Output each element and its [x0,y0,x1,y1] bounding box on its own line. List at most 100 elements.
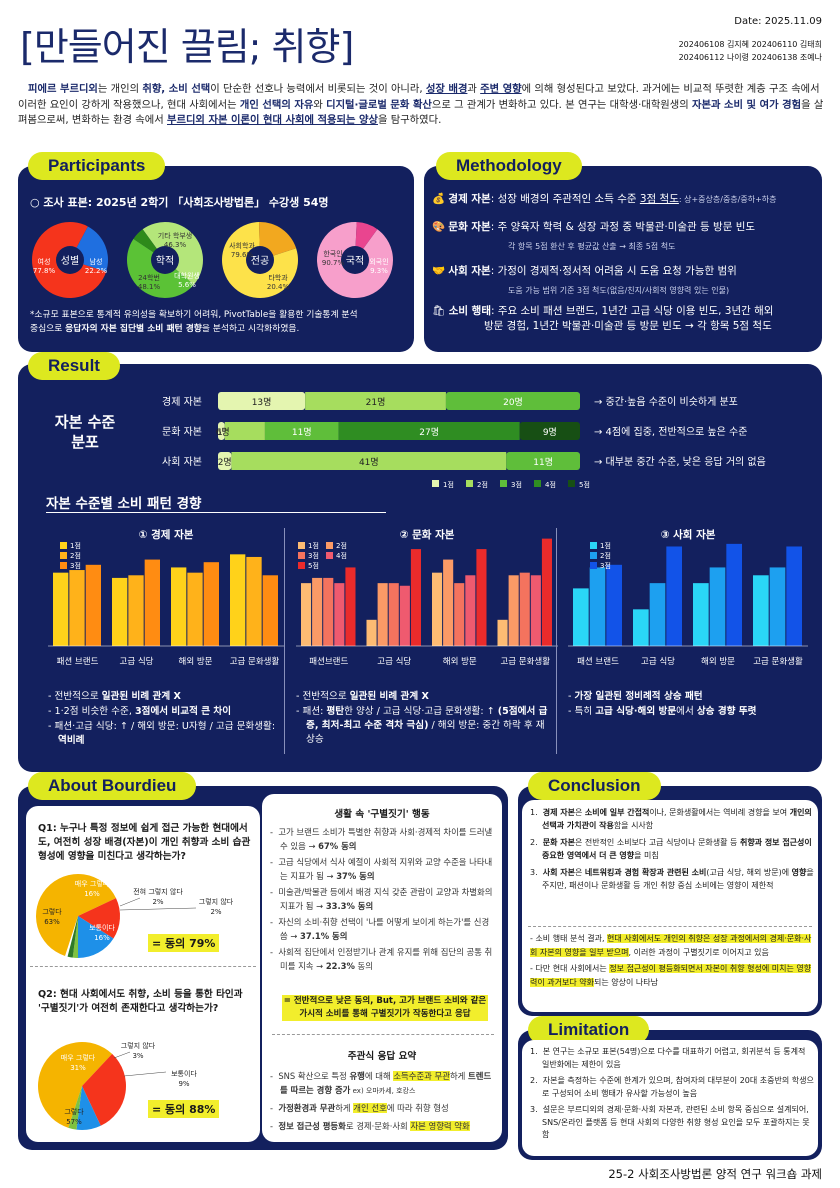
bar [171,567,187,646]
category-label: 패션 브랜드 [577,656,619,667]
limitation-box [522,1040,818,1156]
dist-row-name: 경제 자본 [162,395,202,408]
bar [693,583,709,646]
bar [508,575,519,646]
method-sub: 도움 가능 범위 기준 3점 척도(없음/친지/사회적 영향력 있는 인물) [508,286,730,295]
open-item: - 가정환경과 무관하게 개인 선호에 따라 취향 형성 [270,1103,449,1113]
pie-label: 보통이다 [89,923,115,932]
result-label: Result [28,352,120,380]
methodology-panel [424,166,822,352]
pie-slice [76,1086,101,1130]
bar [262,575,278,646]
result-bullet: - 전반적으로 일관된 비례 관계 X [48,691,181,702]
bar [666,546,682,646]
conclusion-list: 1. 경제 자본은 소비에 일부 간접적이나, 문화생활에서는 역비례 경향을 … [528,806,814,896]
pie-label: 77.8% [33,267,56,275]
bar [573,588,589,646]
pie-label: 그렇지 않다 [121,1041,156,1050]
distinction-item: - 사회적 집단에서 인정받기나 관계 유지를 위해 집단의 공통 취미를 지속… [270,947,493,971]
bar [312,577,323,646]
legend-label: 1점 [600,542,611,550]
bar [726,543,742,646]
bar [454,583,465,646]
pie-label: 79.6% [231,251,254,259]
distinction-item: - 자신의 소비·취향 선택이 '나를 어떻게 보이게 하는가'를 신경 씀 →… [270,917,490,941]
page-title: [만들어진 끌림; 취향] [20,25,354,69]
limitation-list: 1. 본 연구는 소규모 표본(54명)으로 다수를 대표하기 어렵고, 회귀분… [528,1046,814,1146]
leader-line [119,897,141,907]
pie-label: 9.3% [370,267,388,275]
legend-label: 2점 [70,552,81,560]
method-tail: : 상+중상층/중층/중하+하층 [678,195,777,204]
conclusion-bullets: - 소비 행태 분석 결과, 현대 사회에서도 개인의 취향은 성장 과정에서의… [530,934,812,987]
distinction-list: - 고가 브랜드 소비가 특별한 취향과 사회·경제적 차이를 드러낼 수 있음… [270,826,498,976]
method-icon: 🎨 [432,221,446,233]
bar [366,619,377,646]
legend-swatch [568,480,575,487]
bar [443,559,454,646]
result-bullet: - 가장 일관된 정비례적 상승 패턴 [568,691,703,702]
bar [606,564,622,646]
dist-note: → 4점에 집중, 전반적으로 높은 수준 [594,426,747,438]
distinction-item: - 고급 식당에서 식사 예절이 사회적 지위와 교양 수준을 나타내는 지표가… [270,857,493,881]
category-label: 패션브랜드 [309,656,348,667]
pie-label: 여성 [38,257,51,266]
bar [230,554,246,646]
legend-swatch [298,542,305,549]
dist-seg-label: 13명 [252,397,272,408]
legend-swatch [298,552,305,559]
bar [53,572,69,646]
legend-swatch [60,552,67,559]
leader-line [113,1051,131,1059]
pie-label: 2% [152,898,163,906]
q2-text: Q2: 현대 사회에서도 취향, 소비 등을 통한 타인과 '구별짓기'가 여전… [38,989,243,1014]
category-label: 고급 문화생활 [230,656,280,667]
legend-label: 3점 [511,481,522,489]
pie-center-label: 국적 [346,255,364,267]
pie-label: 16% [94,934,110,942]
conclusion-box [522,800,818,1012]
pie-label: 63% [44,918,60,926]
bar [144,559,160,646]
bar [769,567,786,646]
pie-label: 그렇다 [64,1107,84,1116]
distinction-item: - 고가 브랜드 소비가 특별한 취향과 사회·경제적 차이를 드러낼 수 있음… [270,827,493,851]
bar [633,609,649,646]
method-sub: 방문 경험, 1년간 박물관·미술관 등 방문 빈도 → 각 항목 5점 척도 [484,320,772,332]
limitation-item: 1. 본 연구는 소규모 표본(54명)으로 다수를 대표하기 어렵고, 회귀분… [530,1047,806,1069]
category-label: 해외 방문 [701,656,735,667]
bar [334,583,345,646]
pie-slice [72,916,78,958]
dist-seg-label: 27명 [419,427,439,438]
legend-swatch [590,542,597,549]
pie-slice [78,916,114,958]
pie-label: 9% [178,1080,189,1088]
result-bullet: - 1·2점 비슷한 수준, 3점에서 비교적 큰 차이 [48,706,232,717]
bar [589,567,606,646]
method-text: : 가정이 경제적·정서적 어려움 시 도움 요청 가능한 범위 [490,265,737,277]
pie-label: 외국인 [369,257,388,266]
dist-seg [506,452,580,470]
intro-paragraph: 피에르 부르디외는 개인의 취향, 소비 선택이 단순한 선호나 능력에서 비롯… [18,83,824,126]
pattern-title-line [46,512,386,513]
legend-label: 1점 [443,481,454,489]
bar [649,583,666,646]
authors-line-1: 202406108 김지혜 202406110 김태희 [678,40,822,49]
sample-text: ○ 조사 표본: 2025년 2학기 「사회조사방법론」 수강생 54명 [30,196,329,209]
pie-slice [67,916,78,958]
category-label: 고급 식당 [641,656,675,667]
leader-line [119,907,197,911]
open-divider [272,1034,494,1035]
chart-title: ② 문화 자본 [400,528,455,541]
legend-label: 4점 [336,552,347,560]
pie-label: 대학원생 [174,271,200,280]
bar [709,567,726,646]
bourdieu-label: About Bourdieu [28,772,197,800]
pie-hole [151,246,179,274]
bar [497,619,508,646]
bar [112,577,128,646]
bar [530,575,541,646]
pie-slice [82,1053,126,1126]
legend-label: 3점 [70,562,81,570]
